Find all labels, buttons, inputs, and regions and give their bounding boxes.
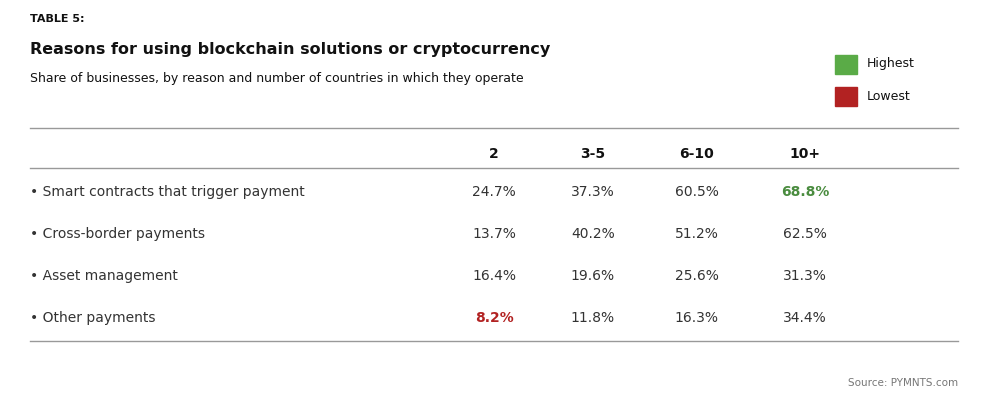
Text: • Cross-border payments: • Cross-border payments xyxy=(30,227,205,241)
Bar xyxy=(835,87,857,106)
Text: 2: 2 xyxy=(489,147,499,161)
Text: • Other payments: • Other payments xyxy=(30,311,155,325)
Text: 60.5%: 60.5% xyxy=(675,185,718,199)
Text: 40.2%: 40.2% xyxy=(571,227,615,241)
Text: • Asset management: • Asset management xyxy=(30,269,178,283)
Text: TABLE 5:: TABLE 5: xyxy=(30,14,84,24)
Text: 8.2%: 8.2% xyxy=(474,311,514,325)
Text: Source: PYMNTS.com: Source: PYMNTS.com xyxy=(849,378,958,388)
Text: 34.4%: 34.4% xyxy=(783,311,827,325)
Text: 24.7%: 24.7% xyxy=(472,185,516,199)
Text: 13.7%: 13.7% xyxy=(472,227,516,241)
Text: Reasons for using blockchain solutions or cryptocurrency: Reasons for using blockchain solutions o… xyxy=(30,42,550,57)
Text: • Smart contracts that trigger payment: • Smart contracts that trigger payment xyxy=(30,185,304,199)
Text: 16.4%: 16.4% xyxy=(472,269,516,283)
Bar xyxy=(835,55,857,74)
Text: 51.2%: 51.2% xyxy=(675,227,718,241)
Text: 10+: 10+ xyxy=(789,147,821,161)
Text: 3-5: 3-5 xyxy=(580,147,606,161)
Text: 62.5%: 62.5% xyxy=(783,227,827,241)
Text: 6-10: 6-10 xyxy=(679,147,714,161)
Text: 68.8%: 68.8% xyxy=(782,185,829,199)
Text: 37.3%: 37.3% xyxy=(571,185,615,199)
Text: 25.6%: 25.6% xyxy=(675,269,718,283)
Text: 19.6%: 19.6% xyxy=(571,269,615,283)
Text: 16.3%: 16.3% xyxy=(675,311,718,325)
Text: Share of businesses, by reason and number of countries in which they operate: Share of businesses, by reason and numbe… xyxy=(30,72,524,85)
Text: 11.8%: 11.8% xyxy=(571,311,615,325)
Text: 31.3%: 31.3% xyxy=(783,269,827,283)
Text: Lowest: Lowest xyxy=(866,90,910,102)
Text: Highest: Highest xyxy=(866,58,914,70)
